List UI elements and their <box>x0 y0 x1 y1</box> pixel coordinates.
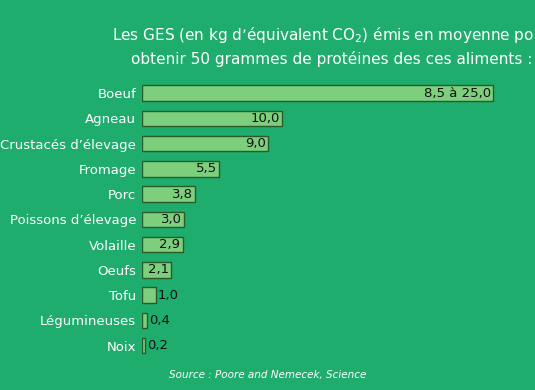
Bar <box>142 186 195 202</box>
Bar <box>142 111 282 126</box>
Bar <box>142 85 493 101</box>
Text: 10,0: 10,0 <box>251 112 280 125</box>
Title: Les GES (en kg d’équivalent CO$_2$) émis en moyenne pour
obtenir 50 grammes de p: Les GES (en kg d’équivalent CO$_2$) émis… <box>112 25 535 67</box>
Bar <box>142 136 269 151</box>
Text: 5,5: 5,5 <box>196 162 217 176</box>
Bar <box>142 287 156 303</box>
Bar <box>142 211 184 227</box>
Bar <box>142 338 144 353</box>
Text: 2,1: 2,1 <box>148 263 169 277</box>
Text: 3,0: 3,0 <box>161 213 182 226</box>
Text: Source : Poore and Nemecek, Science: Source : Poore and Nemecek, Science <box>169 370 366 380</box>
Text: 0,2: 0,2 <box>147 339 167 352</box>
Text: 1,0: 1,0 <box>158 289 179 301</box>
Text: 2,9: 2,9 <box>159 238 180 251</box>
Bar <box>142 161 219 177</box>
Text: 0,4: 0,4 <box>149 314 170 327</box>
Text: 9,0: 9,0 <box>246 137 266 150</box>
Bar <box>142 237 182 252</box>
Text: 8,5 à 25,0: 8,5 à 25,0 <box>424 87 491 100</box>
Text: 3,8: 3,8 <box>172 188 193 200</box>
Bar <box>142 312 148 328</box>
Bar <box>142 262 171 278</box>
